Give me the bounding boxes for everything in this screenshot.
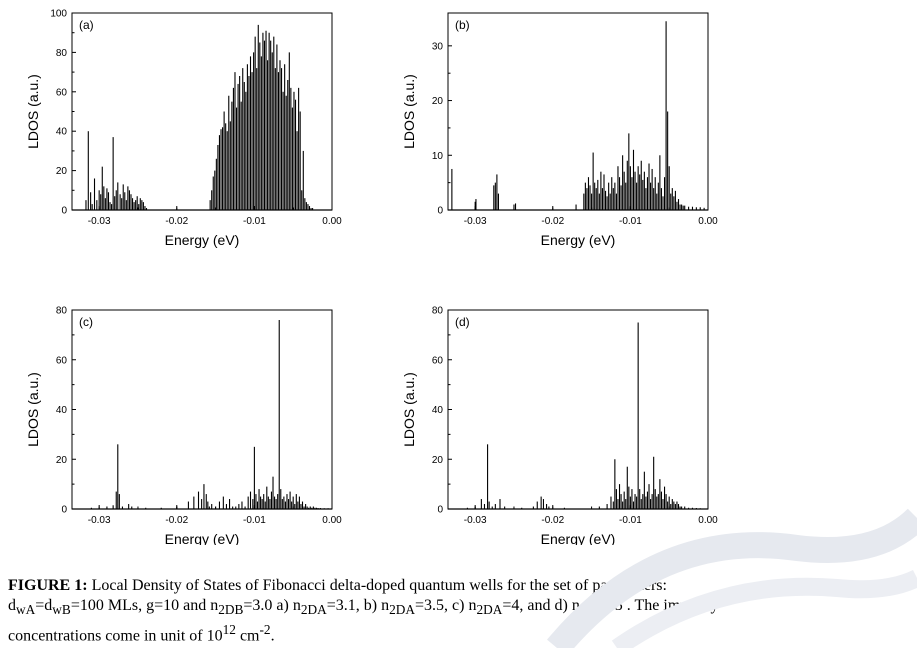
panel-b-xtick-label: -0.03 (464, 216, 487, 227)
panel-d-xlabel: Energy (eV) (541, 531, 616, 545)
panel-a-ytick-label: 20 (56, 166, 68, 177)
panel-c-ytick-label: 80 (56, 306, 68, 317)
panel-c-ylabel: LDOS (a.u.) (25, 372, 41, 447)
panel-d-ytick-label: 60 (432, 355, 444, 366)
panel-d-tag: (d) (455, 315, 470, 329)
panel-d-xtick-label: -0.02 (541, 515, 564, 526)
panel-a-tag: (a) (79, 18, 94, 32)
caption-end: . (270, 627, 275, 645)
panel-c-xtick-label: -0.01 (243, 515, 266, 526)
caption-d-sub: 2DA (579, 602, 606, 618)
panel-c-xtick-label: -0.02 (165, 515, 188, 526)
panel-a-frame (71, 12, 333, 211)
caption-line3: concentrations come in unit of 10 (8, 627, 223, 645)
panel-b-ytick-label: 0 (437, 206, 443, 217)
caption-dwb-sub: wB (52, 602, 71, 618)
panel-a-ytick-label: 100 (50, 9, 67, 20)
panel-c-tag: (c) (79, 315, 93, 329)
panel-d-ylabel: LDOS (a.u.) (401, 372, 417, 447)
panel-c-xtick-label: 0.00 (322, 515, 342, 526)
panel-d-xtick-label: -0.03 (464, 515, 487, 526)
panel-c-xlabel: Energy (eV) (165, 531, 240, 545)
caption-mid5: =4, and d) n (502, 597, 580, 614)
panel-a-xlabel: Energy (eV) (165, 232, 240, 248)
caption-dwb: =d (35, 597, 53, 614)
panel-b-xtick-label: 0.00 (698, 216, 718, 227)
panel-c-ytick-label: 60 (56, 355, 68, 366)
panel-d-ytick-label: 40 (432, 405, 444, 416)
panel-d-ytick-label: 0 (437, 505, 443, 516)
panel-c-frame (71, 309, 333, 510)
caption-dwa-sub: wA (16, 602, 36, 618)
panel-b-tag: (b) (455, 18, 470, 32)
caption-line1: Local Density of States of Fibonacci del… (91, 577, 667, 594)
panel-d-ytick-label: 20 (432, 455, 444, 466)
panel-d-frame (447, 309, 709, 510)
panel-a-xtick-label: -0.02 (165, 216, 188, 227)
panel-a-xtick-label: -0.01 (243, 216, 266, 227)
panel-d-xtick-label: -0.01 (619, 515, 642, 526)
panel-b-ytick-label: 10 (432, 151, 444, 162)
panel-a-ylabel: LDOS (a.u.) (25, 74, 41, 149)
panel-a-ytick-label: 40 (56, 127, 68, 138)
caption-cm: cm (235, 627, 260, 645)
panel-b-xtick-label: -0.01 (619, 216, 642, 227)
panel-d-xtick-label: 0.00 (698, 515, 718, 526)
caption-mid4: =3.5, c) n (415, 597, 477, 614)
caption-n2db-sub: 2DB (218, 602, 244, 618)
caption-expm2: -2 (259, 622, 271, 638)
panel-b-ytick-label: 30 (432, 41, 444, 52)
panel-a-xtick-label: 0.00 (322, 216, 342, 227)
caption-mid3: =3.1, b) n (326, 597, 390, 614)
caption-mid2: =3.0 a) n (243, 597, 301, 614)
caption-label: FIGURE 1: (8, 577, 88, 594)
panel-a-ytick-label: 80 (56, 48, 68, 59)
panel-c-ytick-label: 40 (56, 405, 68, 416)
panel-d-ytick-label: 80 (432, 306, 444, 317)
caption-dwa: d (8, 597, 16, 614)
caption-exp12: 12 (222, 622, 236, 638)
panel-b-ylabel: LDOS (a.u.) (401, 74, 417, 149)
caption-mid6: =5 . The impurity (605, 597, 719, 614)
caption-b-sub: 2DA (389, 602, 416, 618)
panel-c-xtick-label: -0.03 (88, 515, 111, 526)
panel-b-xtick-label: -0.02 (541, 216, 564, 227)
caption-c-sub: 2DA (476, 602, 503, 618)
panel-a-ytick-label: 60 (56, 87, 68, 98)
caption-mid1: =100 MLs, g=10 and n (70, 597, 219, 614)
panel-a-ytick-label: 0 (61, 206, 67, 217)
panel-a-xtick-label: -0.03 (88, 216, 111, 227)
figure-caption: FIGURE 1: Local Density of States of Fib… (8, 576, 904, 647)
panel-c-ytick-label: 0 (61, 505, 67, 516)
panel-b-xlabel: Energy (eV) (541, 232, 616, 248)
panel-c-ytick-label: 20 (56, 455, 68, 466)
caption-a-sub: 2DA (300, 602, 327, 618)
panel-b-ytick-label: 20 (432, 96, 444, 107)
